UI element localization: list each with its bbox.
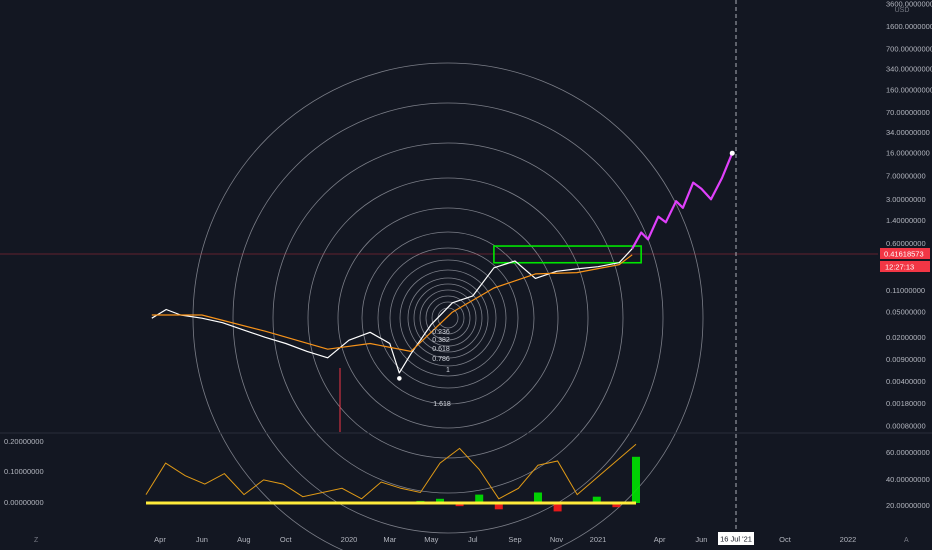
countdown-badge: 12:27:13 bbox=[880, 261, 930, 272]
time-tick: Aug bbox=[237, 535, 250, 544]
price-tick: 3.00000000 bbox=[886, 195, 926, 204]
oscillator-right-tick: 60.00000000 bbox=[886, 448, 930, 457]
projection-line bbox=[631, 152, 734, 250]
histogram-bar bbox=[455, 503, 464, 507]
oscillator-pane bbox=[145, 443, 640, 512]
price-tick: 700.00000000 bbox=[886, 45, 932, 54]
fib-circle bbox=[377, 247, 519, 389]
histogram-bar bbox=[436, 498, 444, 503]
time-tick: 2020 bbox=[341, 535, 358, 544]
series-layer bbox=[151, 150, 735, 381]
price-tick: 0.00900000 bbox=[886, 355, 926, 364]
price-tick: 7.00000000 bbox=[886, 171, 926, 180]
oscillator-axis: 0.20000000 0.10000000 0.00000000 60.0000000… bbox=[4, 437, 930, 510]
price-tick: 0.00180000 bbox=[886, 399, 926, 408]
price-tick: 0.00400000 bbox=[886, 377, 926, 386]
fib-circle bbox=[419, 289, 477, 347]
histogram-bar bbox=[494, 503, 503, 510]
svg-text:12:27:13: 12:27:13 bbox=[885, 263, 914, 272]
svg-text:16 Jul '21: 16 Jul '21 bbox=[720, 535, 752, 544]
price-tick: 0.02000000 bbox=[886, 333, 926, 342]
price-tick: 70.00000000 bbox=[886, 108, 930, 117]
moving-average-line bbox=[151, 254, 633, 352]
price-tick: 0.00080000 bbox=[886, 422, 926, 431]
fib-level-label: 0.618 bbox=[432, 346, 450, 353]
fib-circle bbox=[192, 62, 704, 550]
fib-circle bbox=[399, 269, 497, 367]
time-tick: 2021 bbox=[590, 535, 607, 544]
time-tick: Apr bbox=[654, 535, 666, 544]
fib-circle bbox=[307, 177, 589, 459]
time-tick: Nov bbox=[550, 535, 564, 544]
price-tick: 1.40000000 bbox=[886, 216, 926, 225]
timezone-letter[interactable]: Z bbox=[34, 537, 39, 544]
price-tick: 160.00000000 bbox=[886, 85, 932, 94]
oscillator-right-tick: 20.00000000 bbox=[886, 501, 930, 510]
origin-point bbox=[397, 376, 402, 381]
oscillator-left-tick: 0.00000000 bbox=[4, 498, 44, 507]
time-tick: Sep bbox=[508, 535, 521, 544]
time-axis[interactable]: Apr Jun Aug Oct 2020 Mar May Jul Sep Nov 2021 Apr Ju… bbox=[154, 535, 856, 544]
time-tick: 2022 bbox=[840, 535, 857, 544]
price-tick: 340.00000000 bbox=[886, 65, 932, 74]
currency-label: USD bbox=[895, 7, 910, 14]
fib-circle bbox=[413, 283, 483, 353]
fib-circle bbox=[407, 277, 489, 359]
price-tick: 34.00000000 bbox=[886, 128, 930, 137]
crosshair-date-badge: 16 Jul '21 bbox=[718, 532, 754, 545]
fib-level-label: 1 bbox=[446, 367, 450, 374]
price-tick: 3600.00000000 bbox=[886, 0, 932, 9]
fib-level-label: 0.382 bbox=[432, 337, 450, 344]
fib-level-label: 1.618 bbox=[433, 401, 451, 408]
price-line bbox=[151, 248, 633, 374]
price-axis[interactable]: 3600.00000000 1600.00000000 700.00000000 34… bbox=[886, 0, 932, 431]
fib-circle bbox=[425, 295, 471, 341]
histogram-bar bbox=[592, 496, 601, 503]
histogram-bar bbox=[612, 503, 621, 508]
oscillator-left-tick: 0.10000000 bbox=[4, 467, 44, 476]
price-tick: 0.11000000 bbox=[886, 286, 925, 295]
auto-scale-letter[interactable]: A bbox=[904, 537, 909, 544]
histogram-bar bbox=[534, 492, 542, 503]
histogram-bar bbox=[553, 503, 562, 512]
fib-circle bbox=[232, 102, 664, 534]
fib-circle bbox=[337, 207, 559, 429]
price-tick: 1600.00000000 bbox=[886, 22, 932, 31]
fib-circle bbox=[361, 231, 535, 405]
price-tick: 0.05000000 bbox=[886, 308, 926, 317]
time-tick: Jun bbox=[196, 535, 208, 544]
histogram-bar bbox=[632, 456, 640, 503]
time-tick: Mar bbox=[383, 535, 396, 544]
svg-text:0.41618573: 0.41618573 bbox=[884, 250, 924, 259]
time-tick: Oct bbox=[779, 535, 792, 544]
time-tick: Jul bbox=[468, 535, 478, 544]
price-tick: 0.60000000 bbox=[886, 239, 926, 248]
time-tick: Jun bbox=[695, 535, 707, 544]
resistance-box bbox=[493, 245, 642, 264]
fib-circle bbox=[272, 142, 624, 494]
price-tick: 16.00000000 bbox=[886, 149, 930, 158]
fib-circles bbox=[192, 62, 704, 550]
fib-level-label: 0.236 bbox=[432, 329, 450, 336]
current-price-badge: 0.41618573 bbox=[880, 248, 930, 259]
oscillator-right-tick: 40.00000000 bbox=[886, 475, 930, 484]
fib-level-label: 0.786 bbox=[432, 356, 450, 363]
fib-circle bbox=[431, 301, 465, 335]
time-tick: Oct bbox=[280, 535, 293, 544]
fib-circle bbox=[389, 259, 507, 377]
oscillator-left-tick: 0.20000000 bbox=[4, 437, 44, 446]
time-tick: Apr bbox=[154, 535, 166, 544]
target-point bbox=[729, 150, 735, 156]
oscillator-line bbox=[145, 443, 637, 500]
time-tick: May bbox=[424, 535, 438, 544]
histogram-bar bbox=[475, 494, 484, 503]
